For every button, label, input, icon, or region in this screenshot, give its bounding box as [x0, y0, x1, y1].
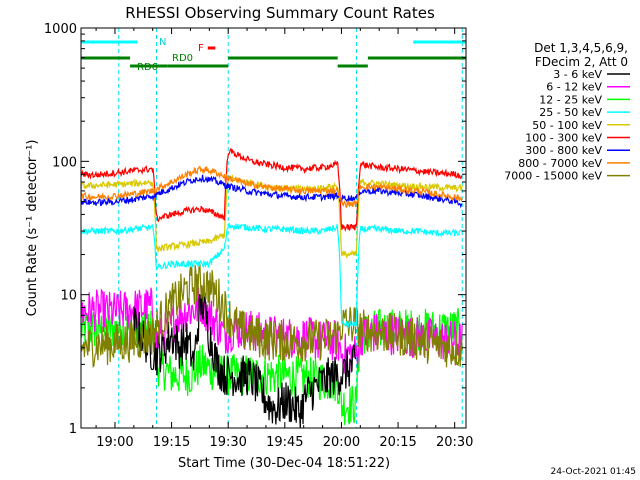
- x-tick-label-5: 20:15: [379, 435, 416, 450]
- night-flag-label: N: [159, 37, 166, 48]
- x-tick-label-2: 19:30: [209, 435, 246, 450]
- plot-frame: [80, 27, 467, 429]
- legend-label-4: 50 - 100 keV: [532, 119, 602, 132]
- x-tick-label-4: 20:00: [323, 435, 360, 450]
- generated-timestamp: 24-Oct-2021 01:45: [551, 467, 636, 477]
- legend-label-0: 3 - 6 keV: [553, 68, 602, 81]
- series-line-6-12-kev: [80, 287, 463, 374]
- series-line-100-300-kev: [80, 148, 463, 232]
- legend: Det 1,3,4,5,6,9, FDecim 2, Att 0 3 - 6 k…: [504, 41, 630, 183]
- flare-flag-label: F: [198, 43, 204, 54]
- observing-flags: N RD0 RD6 F: [81, 37, 466, 73]
- legend-header-line-2: FDecim 2, Att 0: [535, 55, 628, 69]
- legend-label-6: 300 - 800 keV: [525, 144, 602, 157]
- legend-label-8: 7000 - 15000 keV: [504, 170, 602, 183]
- y-tick-label-2: 100: [52, 155, 77, 170]
- rd6-flag-label: RD6: [137, 62, 158, 73]
- legend-label-3: 25 - 50 keV: [539, 106, 602, 119]
- series-layer: [80, 148, 463, 429]
- y-tick-label-3: 1000: [44, 22, 77, 37]
- x-tick-label-0: 19:00: [96, 435, 133, 450]
- axis-ticks: 19:00 19:15 19:30 19:45 20:00 20:15 20:30 1 10 10…: [44, 22, 474, 450]
- plot-area: N RD0 RD6 F 19:00 19:15 19:30 19:45 20:00 20:15 2…: [44, 22, 474, 450]
- series-line-300-800-kev: [80, 174, 463, 209]
- x-tick-label-6: 20:30: [436, 435, 473, 450]
- legend-label-1: 6 - 12 keV: [546, 81, 602, 94]
- series-line-25-50-kev: [80, 222, 463, 329]
- legend-label-2: 12 - 25 keV: [539, 93, 602, 106]
- series-line-800-7000-kev: [80, 165, 463, 208]
- chart-title: RHESSI Observing Summary Count Rates: [125, 4, 435, 22]
- x-axis-label: Start Time (30-Dec-04 18:51:22): [178, 456, 390, 471]
- y-tick-label-1: 10: [60, 289, 77, 304]
- x-tick-label-3: 19:45: [266, 435, 303, 450]
- series-line-3-6-kev: [133, 286, 357, 429]
- legend-label-7: 800 - 7000 keV: [518, 157, 602, 170]
- legend-label-5: 100 - 300 keV: [525, 132, 602, 145]
- x-tick-label-1: 19:15: [153, 435, 190, 450]
- legend-header-line-1: Det 1,3,4,5,6,9,: [534, 41, 628, 55]
- series-line-7000-15000-kev: [80, 262, 463, 368]
- y-tick-label-0: 1: [69, 422, 77, 437]
- rd0-flag-label: RD0: [172, 53, 193, 64]
- y-axis-label: Count Rate (s⁻¹ detector⁻¹): [25, 140, 40, 317]
